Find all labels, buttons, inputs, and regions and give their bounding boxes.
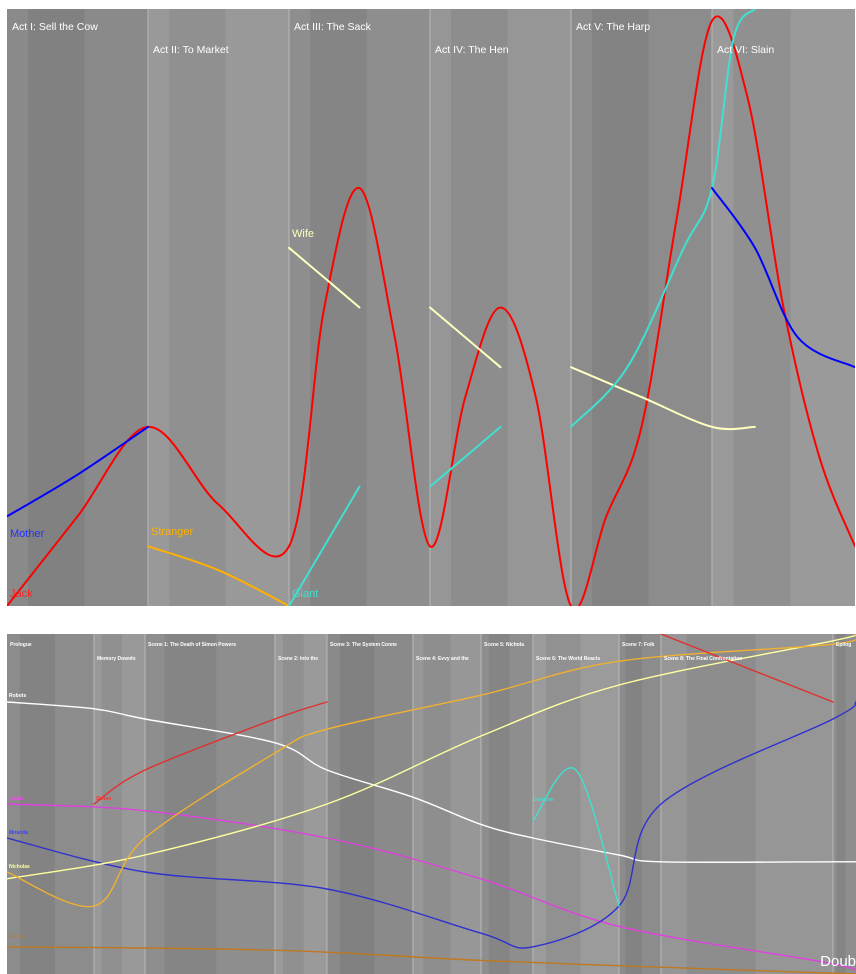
series-line <box>711 187 855 369</box>
scenes-chart-svg: Prologue Memory Downlo Scene 1: The Death … <box>7 634 856 974</box>
section-column-shade <box>686 634 756 974</box>
section-column <box>533 634 619 974</box>
series-line-wife <box>288 246 361 309</box>
section-column <box>148 9 289 606</box>
series-line-jack <box>7 15 855 606</box>
char-label-wife: Wife <box>292 228 314 240</box>
section-column-shade <box>625 634 643 974</box>
section-label: Memory Downlo <box>97 656 136 662</box>
section-label: Scene 7: Folk <box>622 642 654 648</box>
section-label: Act I: Sell the Cow <box>12 21 98 33</box>
section-column <box>571 9 712 606</box>
series-line <box>429 425 502 488</box>
section-column <box>833 634 856 974</box>
section-label: Act II: To Market <box>153 44 229 56</box>
section-label: Scene 8: The Final Confrontation <box>664 656 742 662</box>
section-column-shade <box>164 634 217 974</box>
char-label-miranda: Miranda <box>9 830 28 836</box>
series-line-mother <box>7 425 149 518</box>
series-line-karan <box>7 803 856 974</box>
section-column <box>275 634 327 974</box>
section-column-shade <box>423 634 451 974</box>
section-label: Scene 5: Nichola <box>484 642 524 648</box>
section-label: Act III: The Sack <box>294 21 372 33</box>
section-column-shade <box>101 634 123 974</box>
section-column-shade <box>28 9 85 606</box>
section-label: Scene 1: The Death of Simon Powers <box>148 642 236 648</box>
section-column-shade <box>282 634 304 974</box>
section-label: Epilog <box>836 642 851 648</box>
char-label-giant: Giant <box>292 588 318 600</box>
section-column-shade <box>169 9 226 606</box>
char-label-mother: Mother <box>10 528 45 540</box>
section-column <box>619 634 661 974</box>
story-arc-chart-acts: Act I: Sell the Cow Act II: To Market Act … <box>7 9 855 606</box>
char-label-designer: Designer <box>533 797 554 803</box>
section-label: Scene 6: The World Reacts <box>536 656 600 662</box>
section-label: Act VI: Slain <box>717 44 774 56</box>
char-label-stranger: Stranger <box>151 526 194 538</box>
section-column <box>327 634 413 974</box>
section-column-shade <box>545 634 581 974</box>
section-column-shade <box>310 9 367 606</box>
section-column-shade <box>488 634 510 974</box>
section-label: Scene 3: The System Conne <box>330 642 397 648</box>
series-line <box>429 306 502 369</box>
section-column <box>7 9 148 606</box>
char-label-simon: Simon <box>96 796 111 802</box>
section-label: Act IV: The Hen <box>435 44 509 56</box>
section-column <box>94 634 145 974</box>
series-line-designer <box>532 767 620 907</box>
series-line-simon <box>93 701 328 805</box>
section-label: Scene 4: Evvy and the <box>416 656 469 662</box>
series-line-stranger <box>147 545 290 606</box>
series-line <box>570 9 756 428</box>
char-label-karan: Karan <box>9 796 23 802</box>
section-column-shade <box>733 9 791 606</box>
section-column-shade <box>836 634 846 974</box>
section-column-shade <box>339 634 375 974</box>
corner-caption: Doub <box>820 953 856 970</box>
story-arc-chart-scenes: Prologue Memory Downlo Scene 1: The Death … <box>7 634 856 974</box>
section-column <box>481 634 533 974</box>
section-label: Prologue <box>10 642 32 648</box>
section-column <box>145 634 275 974</box>
section-column-shade <box>592 9 649 606</box>
series-line-robots <box>7 701 856 863</box>
series-line-giant <box>288 485 361 606</box>
section-column <box>413 634 481 974</box>
char-label-nicholas: Nicholas <box>9 864 30 870</box>
series-line-miranda <box>7 701 856 949</box>
acts-chart-svg: Act I: Sell the Cow Act II: To Market Act … <box>7 9 855 606</box>
series-line <box>570 366 756 431</box>
char-label-faded: Dennis <box>9 934 26 940</box>
char-label-jack: Jack <box>10 588 33 600</box>
series-line <box>7 946 856 974</box>
series-line <box>7 634 856 908</box>
section-label: Act V: The Harp <box>576 21 650 33</box>
series-line <box>660 634 834 703</box>
section-label: Scene 2: Into the <box>278 656 318 662</box>
char-label-robots: Robots <box>9 693 26 699</box>
